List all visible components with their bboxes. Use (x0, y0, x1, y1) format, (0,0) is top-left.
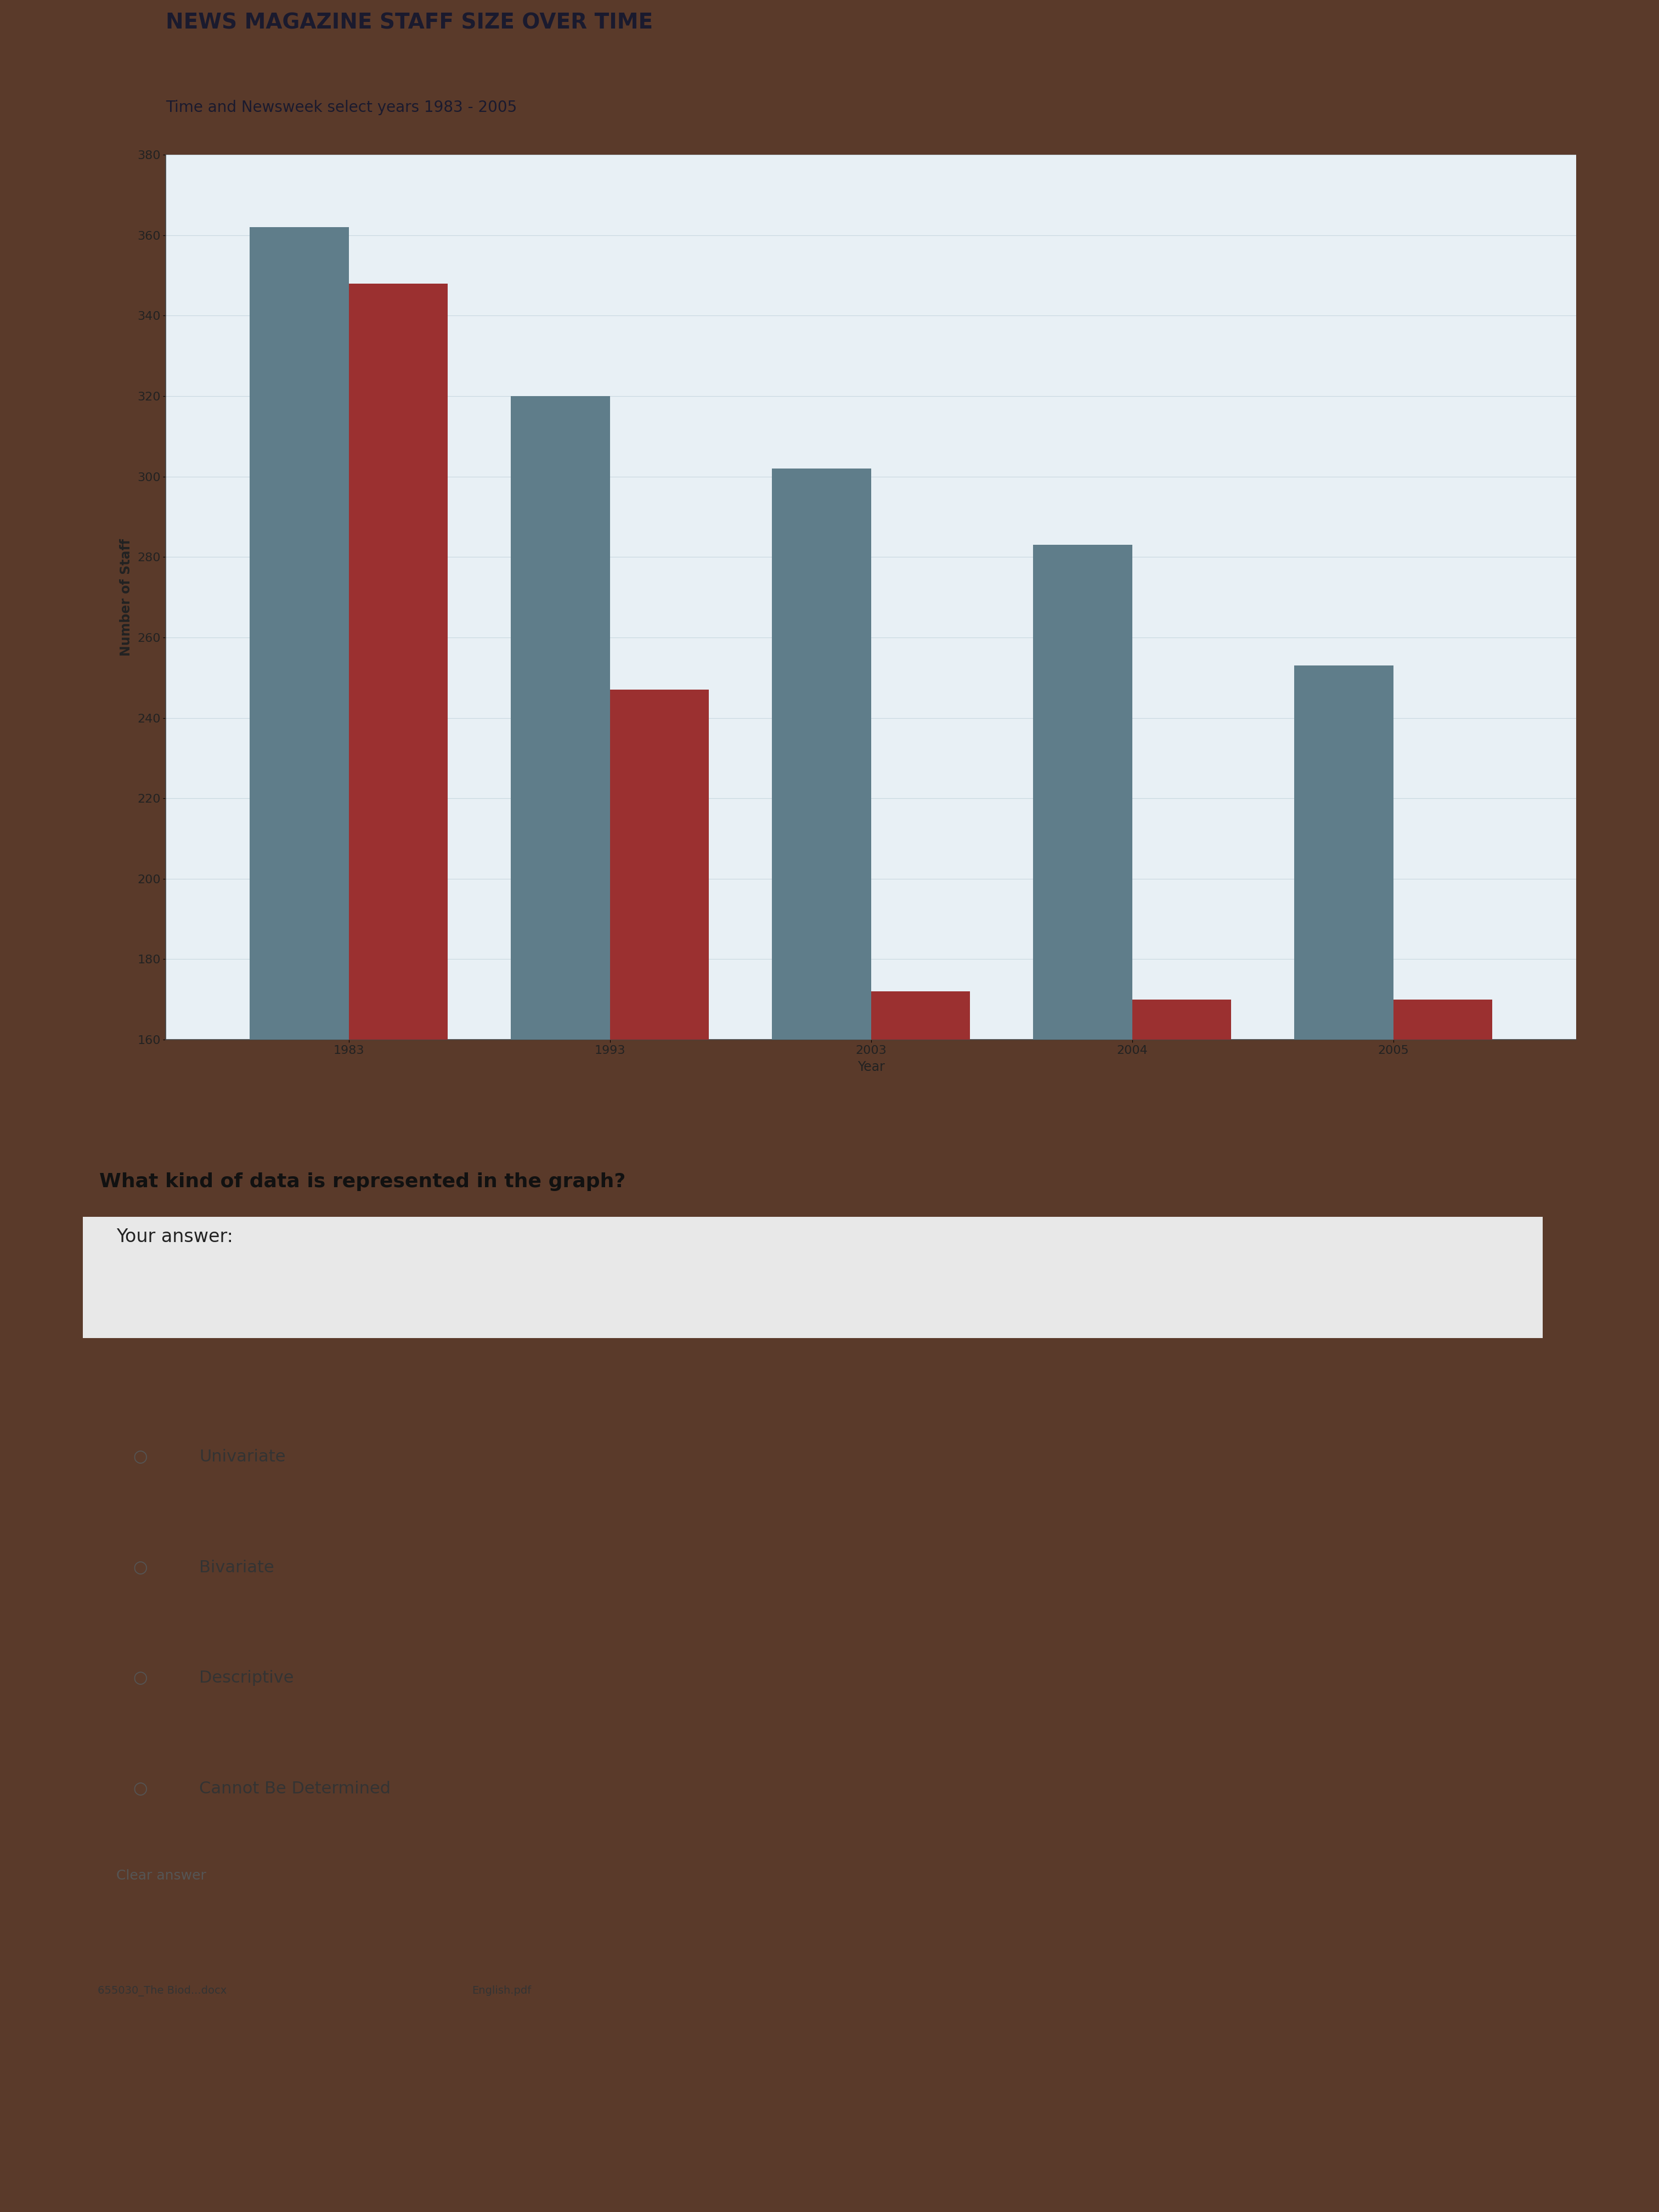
Bar (1034, 544, 1131, 1683)
Bar (348, 283, 448, 1683)
Text: 655030_The Biod...docx: 655030_The Biod...docx (98, 1986, 227, 1995)
Bar (611, 690, 708, 1683)
Bar (511, 396, 611, 1683)
Text: English.pdf: English.pdf (471, 1986, 531, 1995)
Text: Clear answer: Clear answer (116, 1869, 206, 1882)
Legend: Time, Newsweek: Time, Newsweek (173, 1270, 284, 1316)
Bar (871, 991, 971, 1683)
Text: Univariate: Univariate (199, 1449, 285, 1464)
Text: Cannot Be Determined: Cannot Be Determined (199, 1781, 390, 1796)
Text: ○: ○ (133, 1781, 148, 1796)
Bar (1131, 1000, 1231, 1683)
Bar (771, 469, 871, 1683)
Text: Your answer:: Your answer: (116, 1228, 232, 1245)
Text: ○: ○ (133, 1449, 148, 1464)
Text: NEWS MAGAZINE STAFF SIZE OVER TIME: NEWS MAGAZINE STAFF SIZE OVER TIME (166, 13, 654, 33)
Text: Time and Newsweek select years 1983 - 2005: Time and Newsweek select years 1983 - 20… (166, 100, 518, 115)
Text: ○: ○ (133, 1670, 148, 1686)
Text: Bivariate: Bivariate (199, 1559, 274, 1575)
Text: Descriptive: Descriptive (199, 1670, 294, 1686)
Y-axis label: Number of Staff: Number of Staff (119, 538, 133, 657)
Bar (249, 228, 348, 1683)
Text: ○: ○ (133, 1559, 148, 1575)
Text: What kind of data is represented in the graph?: What kind of data is represented in the … (100, 1172, 625, 1190)
X-axis label: Year: Year (858, 1060, 884, 1073)
Bar (1394, 1000, 1493, 1683)
Bar (1294, 666, 1394, 1683)
